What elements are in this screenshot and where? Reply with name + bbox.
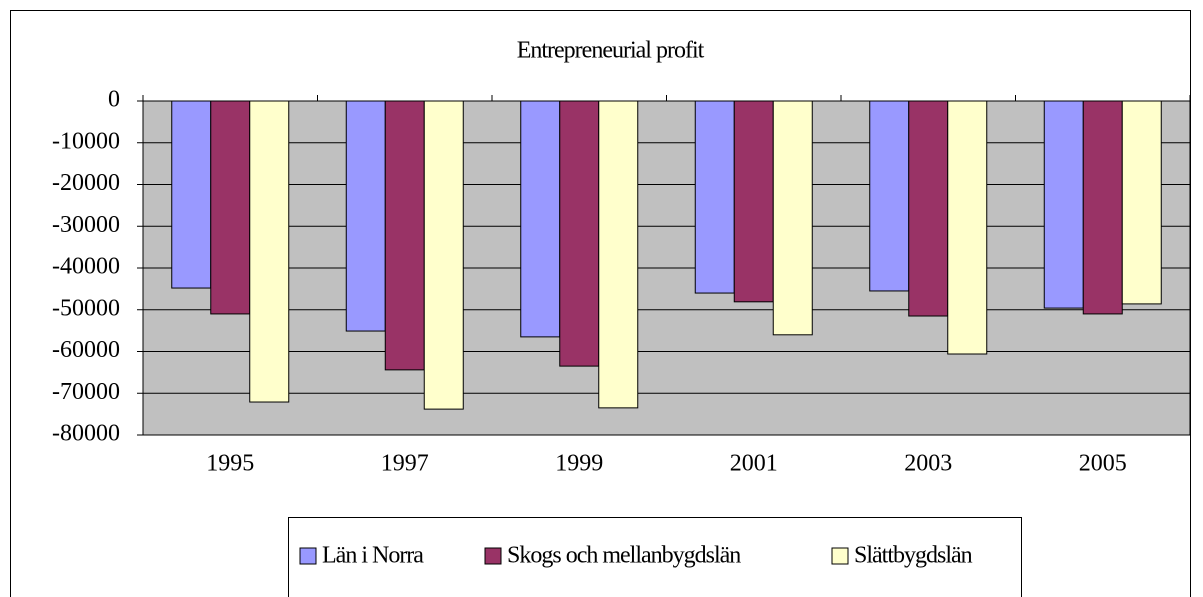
bar xyxy=(908,100,949,317)
y-tick-label: -10000 xyxy=(52,128,120,154)
bar xyxy=(345,100,386,332)
y-tick-label: -60000 xyxy=(52,337,120,363)
legend-label: Skogs och mellanbygdslän xyxy=(507,543,741,569)
bar xyxy=(249,100,290,403)
y-tick-label: -40000 xyxy=(52,254,120,280)
bar xyxy=(1043,100,1084,309)
x-tick-label: 1997 xyxy=(381,451,429,477)
y-tick-label: -80000 xyxy=(52,421,120,447)
legend-box xyxy=(288,517,1022,597)
y-tick-label: -30000 xyxy=(52,212,120,238)
x-tick-label: 1999 xyxy=(555,451,603,477)
y-tick-label: -50000 xyxy=(52,295,120,321)
bar xyxy=(772,100,813,336)
legend-swatch xyxy=(831,547,849,565)
y-tick-label: 0 xyxy=(108,87,120,113)
chart-title: Entrepreneurial profit xyxy=(517,38,705,64)
bar xyxy=(384,100,425,371)
bar xyxy=(694,100,735,294)
x-tick-label: 1995 xyxy=(206,451,254,477)
bar xyxy=(520,100,561,338)
bar xyxy=(171,100,212,289)
bar xyxy=(947,100,988,355)
y-tick-label: -20000 xyxy=(52,170,120,196)
legend-swatch xyxy=(299,547,317,565)
legend-label: Slättbygdslän xyxy=(854,543,973,569)
bar xyxy=(423,100,464,410)
bar xyxy=(210,100,251,315)
legend-label: Län i Norra xyxy=(322,543,424,569)
bar xyxy=(559,100,600,367)
y-tick-label: -70000 xyxy=(52,379,120,405)
bar xyxy=(1121,100,1162,305)
x-tick-label: 2005 xyxy=(1079,451,1127,477)
x-tick-label: 2001 xyxy=(730,451,778,477)
legend-swatch xyxy=(484,547,502,565)
x-tick-label: 2003 xyxy=(904,451,952,477)
bar xyxy=(1082,100,1123,315)
bar xyxy=(869,100,910,292)
bar xyxy=(733,100,774,303)
bar xyxy=(598,100,639,409)
